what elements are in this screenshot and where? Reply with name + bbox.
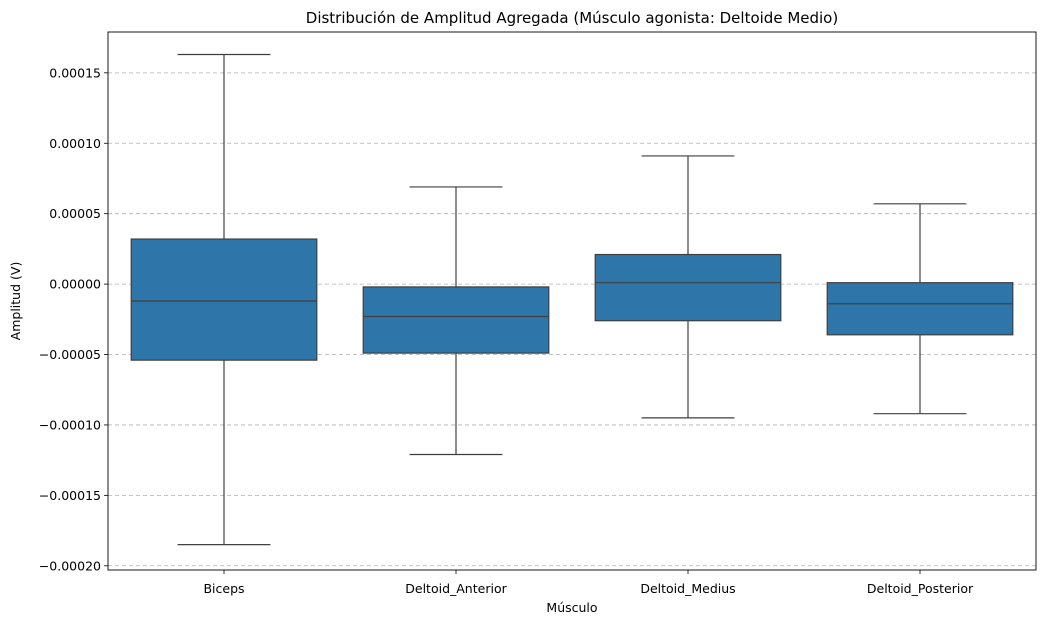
iqr-box bbox=[594, 253, 782, 322]
x-tick-label: Deltoid_Anterior bbox=[405, 581, 507, 596]
y-tick-label: 0.00015 bbox=[49, 65, 101, 80]
y-tick-label: −0.00015 bbox=[39, 488, 101, 503]
y-tick-label: −0.00020 bbox=[39, 558, 101, 573]
boxes bbox=[130, 53, 1014, 546]
x-tick-label: Biceps bbox=[203, 581, 244, 596]
x-tick-label: Deltoid_Medius bbox=[640, 581, 735, 596]
x-axis-label: Músculo bbox=[546, 600, 597, 615]
y-tick-label: 0.00005 bbox=[49, 206, 101, 221]
box-deltoid-medius bbox=[594, 155, 782, 419]
iqr-box bbox=[362, 286, 550, 354]
y-tick-label: −0.00005 bbox=[39, 347, 101, 362]
x-tick-label: Deltoid_Posterior bbox=[867, 581, 974, 596]
axis-ticks: −0.00020 −0.00015 −0.00010 −0.00005 0.00000 0… bbox=[39, 65, 974, 596]
y-tick-label: 0.00010 bbox=[49, 136, 101, 151]
box-deltoid-posterior bbox=[826, 203, 1014, 415]
iqr-box bbox=[826, 282, 1014, 336]
y-tick-label: 0.00000 bbox=[49, 277, 101, 292]
plot-frame bbox=[107, 31, 1037, 571]
iqr-box bbox=[130, 238, 318, 361]
y-axis-label: Amplitud (V) bbox=[8, 262, 23, 341]
y-tick-label: −0.00010 bbox=[39, 417, 101, 432]
box-deltoid-anterior bbox=[362, 186, 550, 456]
chart-title: Distribución de Amplitud Agregada (Múscu… bbox=[306, 9, 838, 27]
box-biceps bbox=[130, 53, 318, 546]
